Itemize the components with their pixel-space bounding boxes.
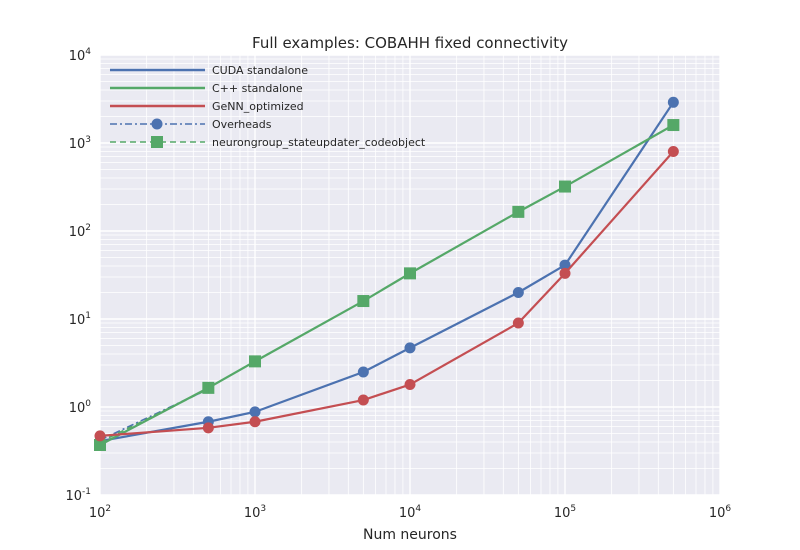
data-point-genn-optimized [94,430,106,442]
y-tick-label: 10-1 [65,487,91,504]
data-point-cuda-standalone [357,366,369,378]
x-tick-label: 104 [399,504,422,521]
series-group [94,96,680,451]
data-point-cuda-standalone [512,287,524,299]
data-point-genn-optimized [202,422,214,434]
data-point-cuda-standalone [404,342,416,354]
data-point-genn-optimized [357,394,369,406]
data-point-c-standalone [512,205,525,218]
data-point-c-standalone [404,267,416,280]
legend-label: GeNN_optimized [212,100,304,113]
series-line-genn-optimized [99,150,675,437]
y-tick-label: 102 [69,223,91,240]
y-tick-labels: 10-1 100 101 102 103 104 [65,47,91,504]
x-tick-label: 103 [244,504,266,521]
legend-marker [151,136,163,148]
legend-entry: C++ standalone [110,82,303,95]
legend: CUDA standalone C++ standalone GeNN_optimi… [110,64,426,149]
data-point-c-standalone [357,295,370,308]
data-point-c-standalone [249,355,261,368]
x-tick-labels: 102 103 104 105 106 [89,504,732,521]
legend-marker [151,118,163,130]
chart-title: Full examples: COBAHH fixed connectivity [252,34,568,52]
legend-entry: Overheads [110,118,272,131]
legend-entry: CUDA standalone [110,64,308,77]
data-point-genn-optimized [249,416,261,428]
data-point-c-standalone [94,438,106,451]
y-tick-label: 104 [69,47,92,64]
data-point-cuda-standalone [249,406,261,418]
legend-label: CUDA standalone [212,64,308,77]
legend-entry: GeNN_optimized [110,100,304,113]
data-point-c-standalone [559,180,571,193]
x-tick-label: 105 [554,504,576,521]
data-point-cuda-standalone [667,96,679,108]
data-point-genn-optimized [404,379,416,391]
legend-entry: neurongroup_stateupdater_codeobject [110,136,426,149]
data-point-c-standalone [202,381,215,394]
data-point-genn-optimized [512,317,524,329]
x-tick-label: 106 [709,504,732,521]
y-tick-label: 100 [69,399,92,416]
x-tick-label: 102 [89,504,111,521]
data-point-genn-optimized [667,146,679,158]
data-point-c-standalone [667,119,680,132]
series-line-cuda-standalone [99,101,675,443]
legend-label: neurongroup_stateupdater_codeobject [212,136,426,149]
legend-label: C++ standalone [212,82,303,95]
data-point-cuda-standalone [559,259,571,271]
y-tick-label: 103 [69,135,91,152]
x-axis-label: Num neurons [363,527,457,543]
grid [99,54,721,496]
extra-line [99,388,209,441]
legend-label: Overheads [212,118,272,131]
data-point-genn-optimized [559,267,571,279]
y-tick-label: 101 [69,311,91,328]
series-line-c-standalone [99,124,674,446]
